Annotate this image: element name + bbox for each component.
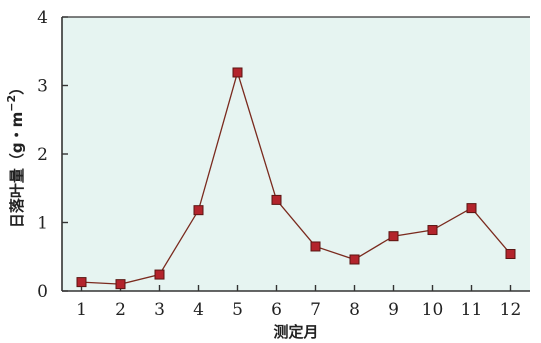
x-tick-label: 11 <box>461 300 483 320</box>
x-axis-title: 测定月 <box>273 323 318 341</box>
x-tick-label: 7 <box>310 300 321 320</box>
x-tick-label: 9 <box>388 300 399 320</box>
data-point <box>193 205 204 216</box>
y-tick-label: 2 <box>37 145 48 165</box>
x-tick-label: 1 <box>76 300 87 320</box>
data-point <box>388 231 399 242</box>
plot-area <box>62 17 530 291</box>
y-tick-label: 1 <box>37 214 48 234</box>
data-point <box>427 225 438 236</box>
data-point <box>232 67 243 78</box>
data-point <box>154 269 165 280</box>
x-tick-label: 4 <box>193 300 204 320</box>
data-point <box>310 241 321 252</box>
x-tick-label: 3 <box>154 300 165 320</box>
x-tick-label: 6 <box>271 300 282 320</box>
axes <box>61 16 530 292</box>
y-tick-label: 4 <box>37 8 48 28</box>
y-tick-label: 3 <box>37 77 48 97</box>
series-line <box>81 70 511 285</box>
x-tick-label: 12 <box>500 300 522 320</box>
data-point <box>349 254 360 265</box>
data-point <box>505 249 516 260</box>
y-axis-title: 日落叶量（g・m−2） <box>5 80 26 228</box>
data-point <box>271 194 282 205</box>
series <box>76 67 516 290</box>
x-tick-label: 2 <box>115 300 126 320</box>
data-point <box>76 277 87 288</box>
x-tick-label: 10 <box>422 300 444 320</box>
x-tick-label: 8 <box>349 300 360 320</box>
data-point <box>466 203 477 214</box>
x-tick-label: 5 <box>232 300 243 320</box>
data-point <box>115 279 126 290</box>
y-tick-label: 0 <box>37 282 48 302</box>
